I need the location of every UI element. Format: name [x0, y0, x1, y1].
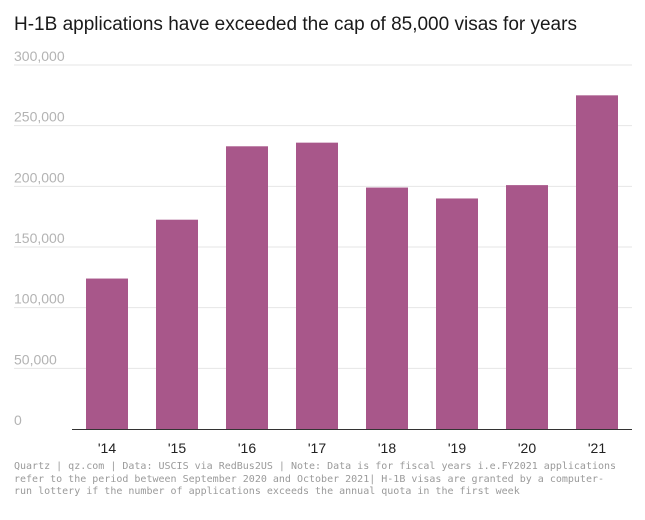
x-tick-label: '19: [448, 440, 466, 456]
x-tick-label: '16: [238, 440, 256, 456]
bar: [296, 142, 338, 430]
bars: [86, 95, 618, 430]
source-footnote: Quartz | qz.com | Data: USCIS via RedBus…: [14, 461, 617, 497]
bar: [226, 146, 268, 429]
x-tick-label: '21: [588, 440, 606, 456]
bar: [366, 187, 408, 429]
y-tick-label: 300,000: [14, 48, 65, 64]
y-tick-label: 100,000: [14, 291, 65, 307]
bar: [436, 198, 478, 429]
y-tick-label: 200,000: [14, 169, 65, 185]
bar: [506, 185, 548, 429]
x-tick-label: '15: [168, 440, 186, 456]
y-tick-label: 50,000: [14, 351, 57, 367]
y-tick-label: 250,000: [14, 109, 65, 125]
x-tick-label: '20: [518, 440, 536, 456]
chart-title: H-1B applications have exceeded the cap …: [14, 14, 577, 35]
x-axis-ticks: '14 '15 '16 '17 '18 '19 '20 '21: [98, 440, 606, 456]
x-tick-label: '14: [98, 440, 116, 456]
bar-chart: 0 50,000 100,000 150,000 200,000 250,000 300,0…: [14, 48, 632, 456]
y-tick-label: 0: [14, 412, 22, 428]
x-tick-label: '17: [308, 440, 326, 456]
x-tick-label: '18: [378, 440, 396, 456]
bar: [576, 95, 618, 429]
y-tick-label: 150,000: [14, 230, 65, 246]
bar: [86, 278, 128, 429]
bar: [156, 219, 198, 429]
y-axis-ticks: 0 50,000 100,000 150,000 200,000 250,000 300,0…: [14, 48, 65, 428]
